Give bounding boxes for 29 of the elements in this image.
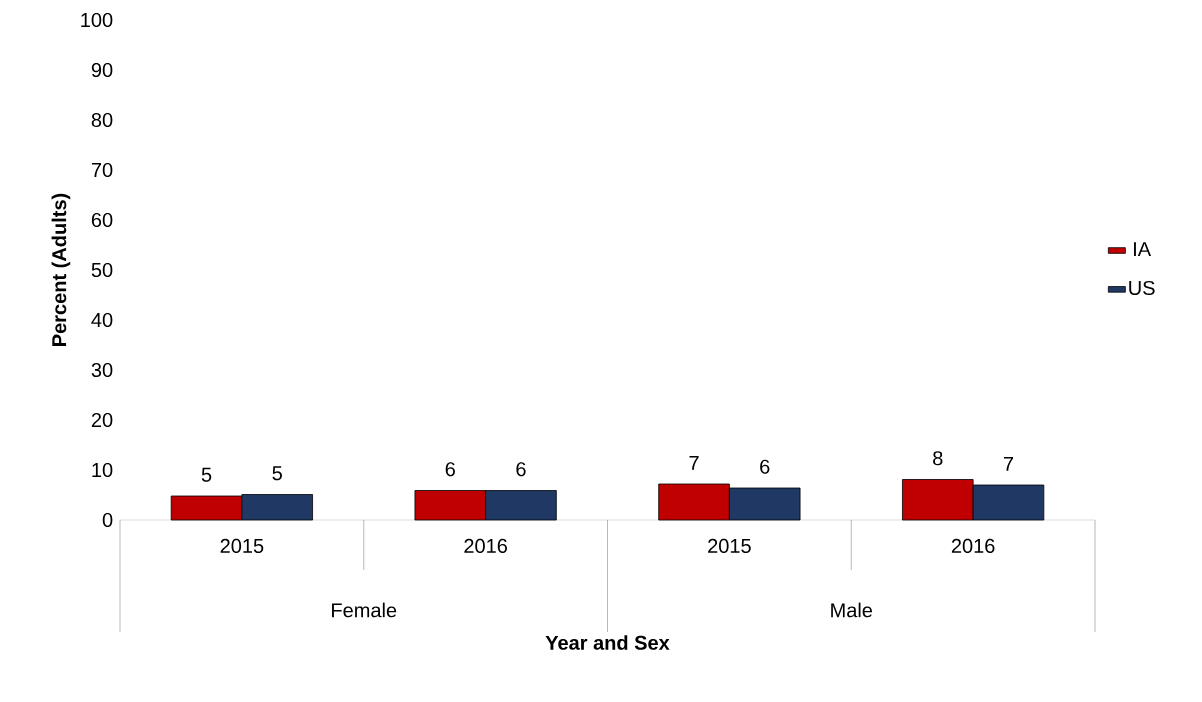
text: Female (332, 602, 397, 618)
data-label: 6 (516, 462, 526, 477)
y-tick-label: 100 (81, 12, 113, 28)
y-tick-label: 20 (91, 412, 113, 428)
y-tick-label: 50 (91, 262, 113, 278)
data-label: 7 (689, 456, 699, 470)
x-tick-label: 2015 (708, 538, 751, 554)
y-tick-label: 60 (91, 212, 113, 228)
data-label: 5 (201, 467, 212, 482)
legend-label: IA (1134, 242, 1152, 256)
y-axis-title: Percent (Adults) (51, 193, 71, 346)
x-tick-label: 2016 (951, 538, 995, 554)
y-tick-label: 10 (92, 462, 113, 478)
legend-label: US (1129, 280, 1155, 296)
y-tick-label: 70 (91, 162, 113, 178)
x-axis-title: Year and Sex (545, 635, 670, 650)
text: Male (831, 602, 873, 618)
data-label: 8 (933, 451, 943, 466)
data-label: 7 (1003, 457, 1014, 471)
data-label: 5 (272, 466, 282, 481)
data-label: 6 (445, 462, 455, 477)
y-tick-label: 90 (91, 62, 113, 78)
y-tick-label: 0 (102, 512, 113, 528)
x-tick-label: 2015 (220, 538, 264, 554)
data-label: 6 (760, 459, 770, 474)
x-tick-label: 2016 (464, 538, 507, 554)
y-tick-label: 80 (91, 112, 113, 128)
y-tick-label: 40 (91, 312, 113, 328)
y-tick-label: 30 (91, 362, 113, 378)
